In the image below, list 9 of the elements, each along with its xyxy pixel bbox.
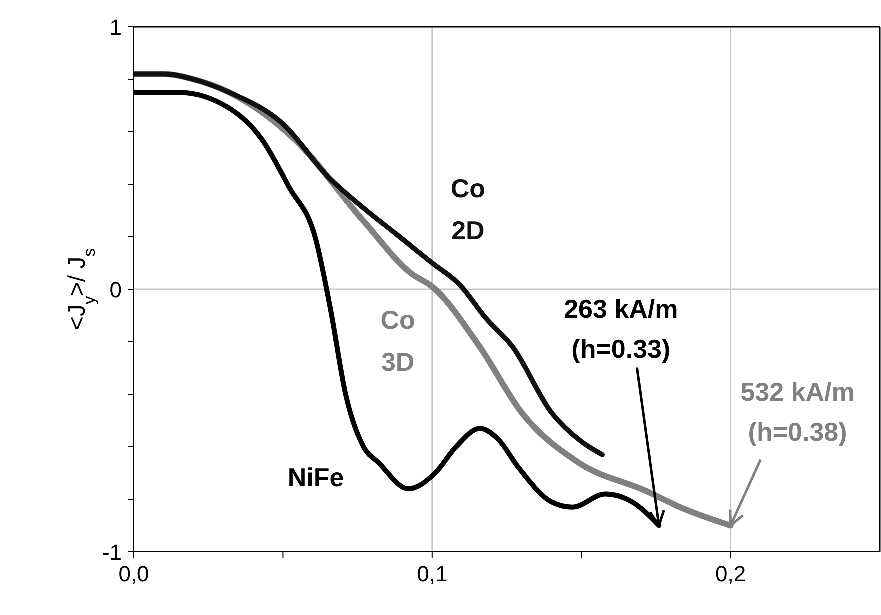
annotation: 532 kA/m (h=0.38) [740, 376, 855, 447]
x-tick-label: 0,2 [716, 562, 746, 587]
series-label: Co 3D [380, 304, 416, 377]
y-tick-label: 1 [110, 14, 122, 40]
series-label: NiFe [288, 462, 344, 492]
y-tick-label: 0 [110, 277, 122, 302]
annotation: 263 kA/m (h=0.33) [564, 294, 678, 364]
series-label: Co 2D [450, 174, 486, 246]
x-tick-label: 0,1 [417, 562, 448, 587]
